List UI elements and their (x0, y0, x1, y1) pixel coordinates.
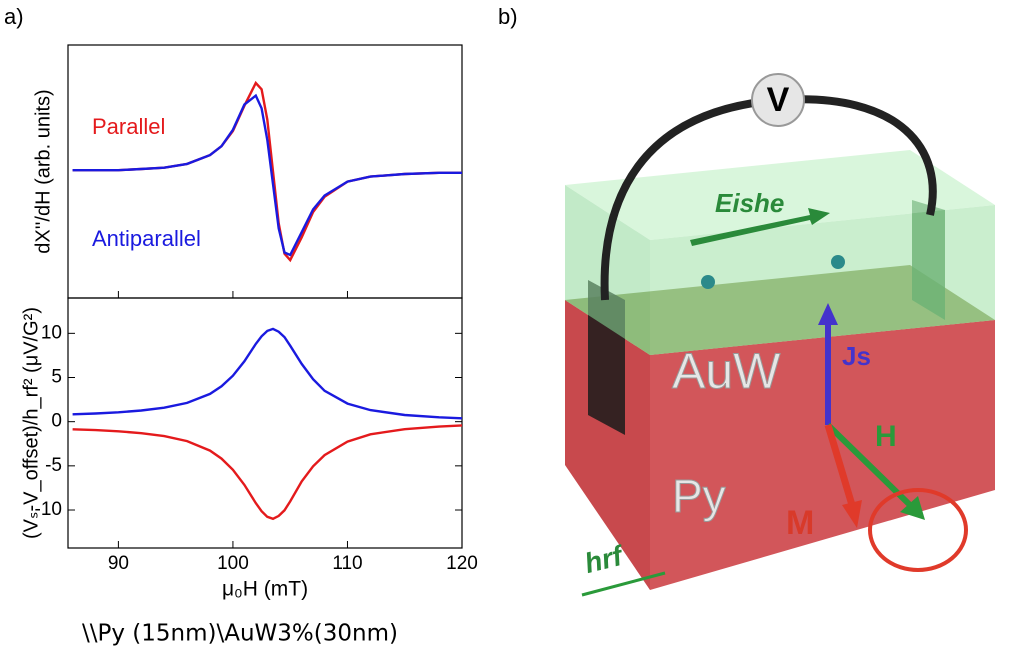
y-tick-label: 5 (51, 367, 62, 388)
x-tick-label: 120 (446, 553, 478, 574)
js-arrowhead (818, 303, 838, 325)
line-series (72, 327, 463, 420)
y-axis-label: (Vₛ-V_offset)/h_rf² (μV/G²) (20, 307, 42, 539)
y-axis-label: dX''/dH (arb. units) (32, 89, 54, 253)
h-arrow (825, 422, 913, 508)
y-tick-label: 0 (51, 411, 62, 432)
eishe-label: Eishe (715, 188, 784, 218)
plot-frame (67, 297, 463, 549)
precession (868, 488, 968, 572)
voltmeter-label: V (767, 81, 790, 119)
py-left-face (565, 300, 650, 590)
h-arrowhead (900, 496, 925, 520)
m-arrow (824, 423, 856, 507)
m-label: M (786, 504, 814, 542)
m-arrowhead (842, 500, 862, 528)
x-tick-label: 110 (332, 553, 362, 574)
py-right-face (650, 320, 995, 590)
legend-label: Parallel (92, 114, 165, 139)
x-tick-label: 100 (217, 553, 249, 574)
electron (831, 255, 845, 269)
auw-label: AuW (672, 343, 781, 399)
y-tick-label: 10 (41, 322, 62, 343)
voltmeter (751, 73, 805, 127)
line-series (72, 424, 463, 521)
panel-label: b) (498, 4, 518, 29)
eishe-arrow (690, 208, 830, 246)
x-axis-label: μ₀H (mT) (222, 578, 308, 601)
y-tick-label: -10 (35, 499, 62, 520)
plot-frame (67, 44, 463, 299)
auw-right-face (650, 205, 995, 355)
line-series (72, 93, 462, 257)
electron (701, 275, 715, 289)
diagram: V Eishe AuW Py Js H M hrf (565, 73, 995, 597)
x-tick-label: 90 (108, 553, 129, 574)
js-label: Js (842, 341, 871, 371)
panel-label: a) (4, 4, 24, 29)
auw-top-face (565, 150, 995, 240)
legend-label: Antiparallel (92, 226, 201, 251)
caption: \\Py (15nm)\AuW3%(30nm) (82, 621, 398, 647)
y-tick-label: -5 (45, 455, 62, 476)
hrf-arrow (581, 571, 666, 597)
h-label: H (875, 420, 897, 453)
py-label: Py (672, 470, 726, 522)
